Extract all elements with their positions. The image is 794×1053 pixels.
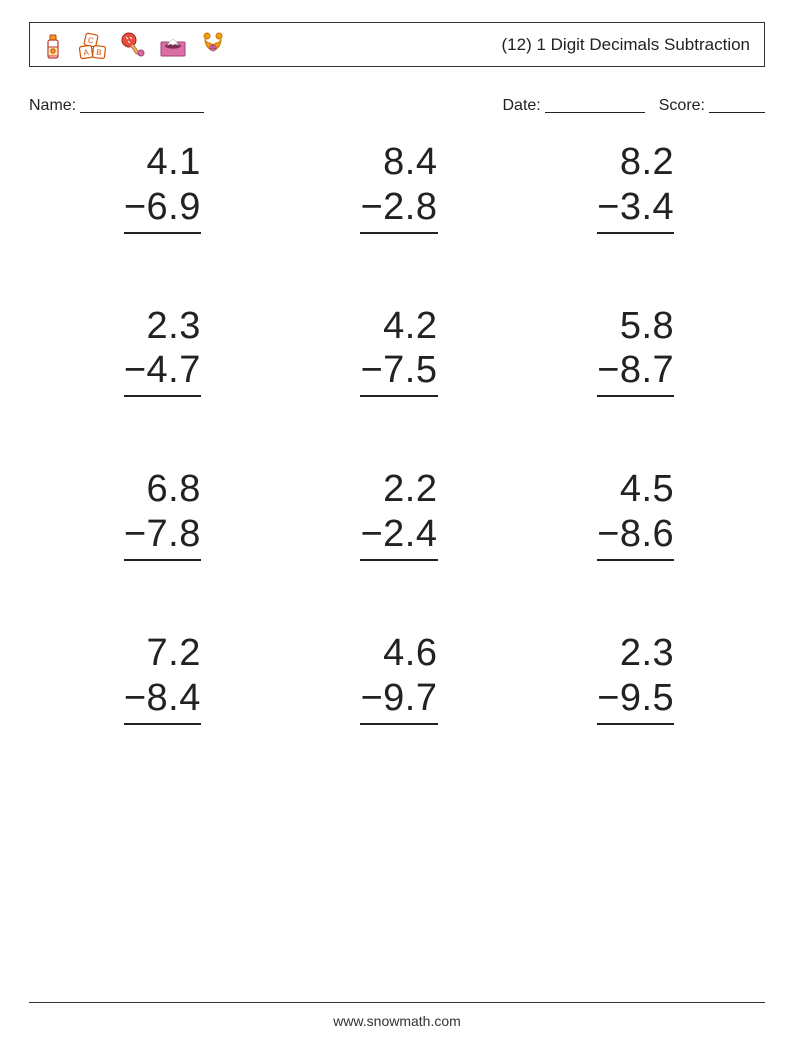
subtrahend: −4.7	[124, 348, 201, 397]
problem-2: 8.4−2.8	[291, 140, 508, 234]
subtrahend: −8.7	[597, 348, 674, 397]
subtrahend: −9.5	[597, 676, 674, 725]
minuend: 2.3	[124, 304, 201, 349]
svg-text:B: B	[96, 47, 102, 57]
rattle-icon	[116, 28, 150, 62]
footer-text: www.snowmath.com	[0, 1013, 794, 1029]
date-blank[interactable]	[545, 97, 645, 113]
problem-11: 4.6−9.7	[291, 631, 508, 725]
problem-5: 4.2−7.5	[291, 304, 508, 398]
subtrahend: −6.9	[124, 185, 201, 234]
minuend: 8.4	[360, 140, 437, 185]
name-blank[interactable]	[80, 97, 204, 113]
subtrahend: −2.4	[360, 512, 437, 561]
subtrahend: −8.6	[597, 512, 674, 561]
problems-grid: 4.1−6.98.4−2.88.2−3.42.3−4.74.2−7.55.8−8…	[54, 140, 744, 725]
header-icons: C A B	[36, 28, 230, 62]
subtrahend: −7.5	[360, 348, 437, 397]
subtrahend: −7.8	[124, 512, 201, 561]
subtrahend: −2.8	[360, 185, 437, 234]
problem-4: 2.3−4.7	[54, 304, 271, 398]
minuend: 2.3	[597, 631, 674, 676]
footer-rule	[29, 1002, 765, 1003]
sunscreen-icon	[36, 28, 70, 62]
minuend: 4.1	[124, 140, 201, 185]
problem-3: 8.2−3.4	[527, 140, 744, 234]
minuend: 5.8	[597, 304, 674, 349]
score-blank[interactable]	[709, 97, 765, 113]
blocks-icon: C A B	[76, 28, 110, 62]
minuend: 4.6	[360, 631, 437, 676]
worksheet-title: (12) 1 Digit Decimals Subtraction	[502, 35, 750, 55]
subtrahend: −8.4	[124, 676, 201, 725]
subtrahend: −9.7	[360, 676, 437, 725]
name-label: Name:	[29, 97, 76, 115]
info-line: Name: Date: Score:	[29, 94, 765, 118]
bib-icon	[196, 28, 230, 62]
score-label: Score:	[659, 97, 705, 115]
subtrahend: −3.4	[597, 185, 674, 234]
minuend: 8.2	[597, 140, 674, 185]
worksheet-header: C A B (12) 1 Digit Decimals Subtraction	[29, 22, 765, 67]
tissue-box-icon	[156, 28, 190, 62]
minuend: 4.5	[597, 467, 674, 512]
problem-12: 2.3−9.5	[527, 631, 744, 725]
date-label: Date:	[503, 97, 541, 115]
problem-6: 5.8−8.7	[527, 304, 744, 398]
minuend: 2.2	[360, 467, 437, 512]
problem-8: 2.2−2.4	[291, 467, 508, 561]
minuend: 6.8	[124, 467, 201, 512]
problem-7: 6.8−7.8	[54, 467, 271, 561]
minuend: 7.2	[124, 631, 201, 676]
problem-10: 7.2−8.4	[54, 631, 271, 725]
problem-1: 4.1−6.9	[54, 140, 271, 234]
minuend: 4.2	[360, 304, 437, 349]
problem-9: 4.5−8.6	[527, 467, 744, 561]
